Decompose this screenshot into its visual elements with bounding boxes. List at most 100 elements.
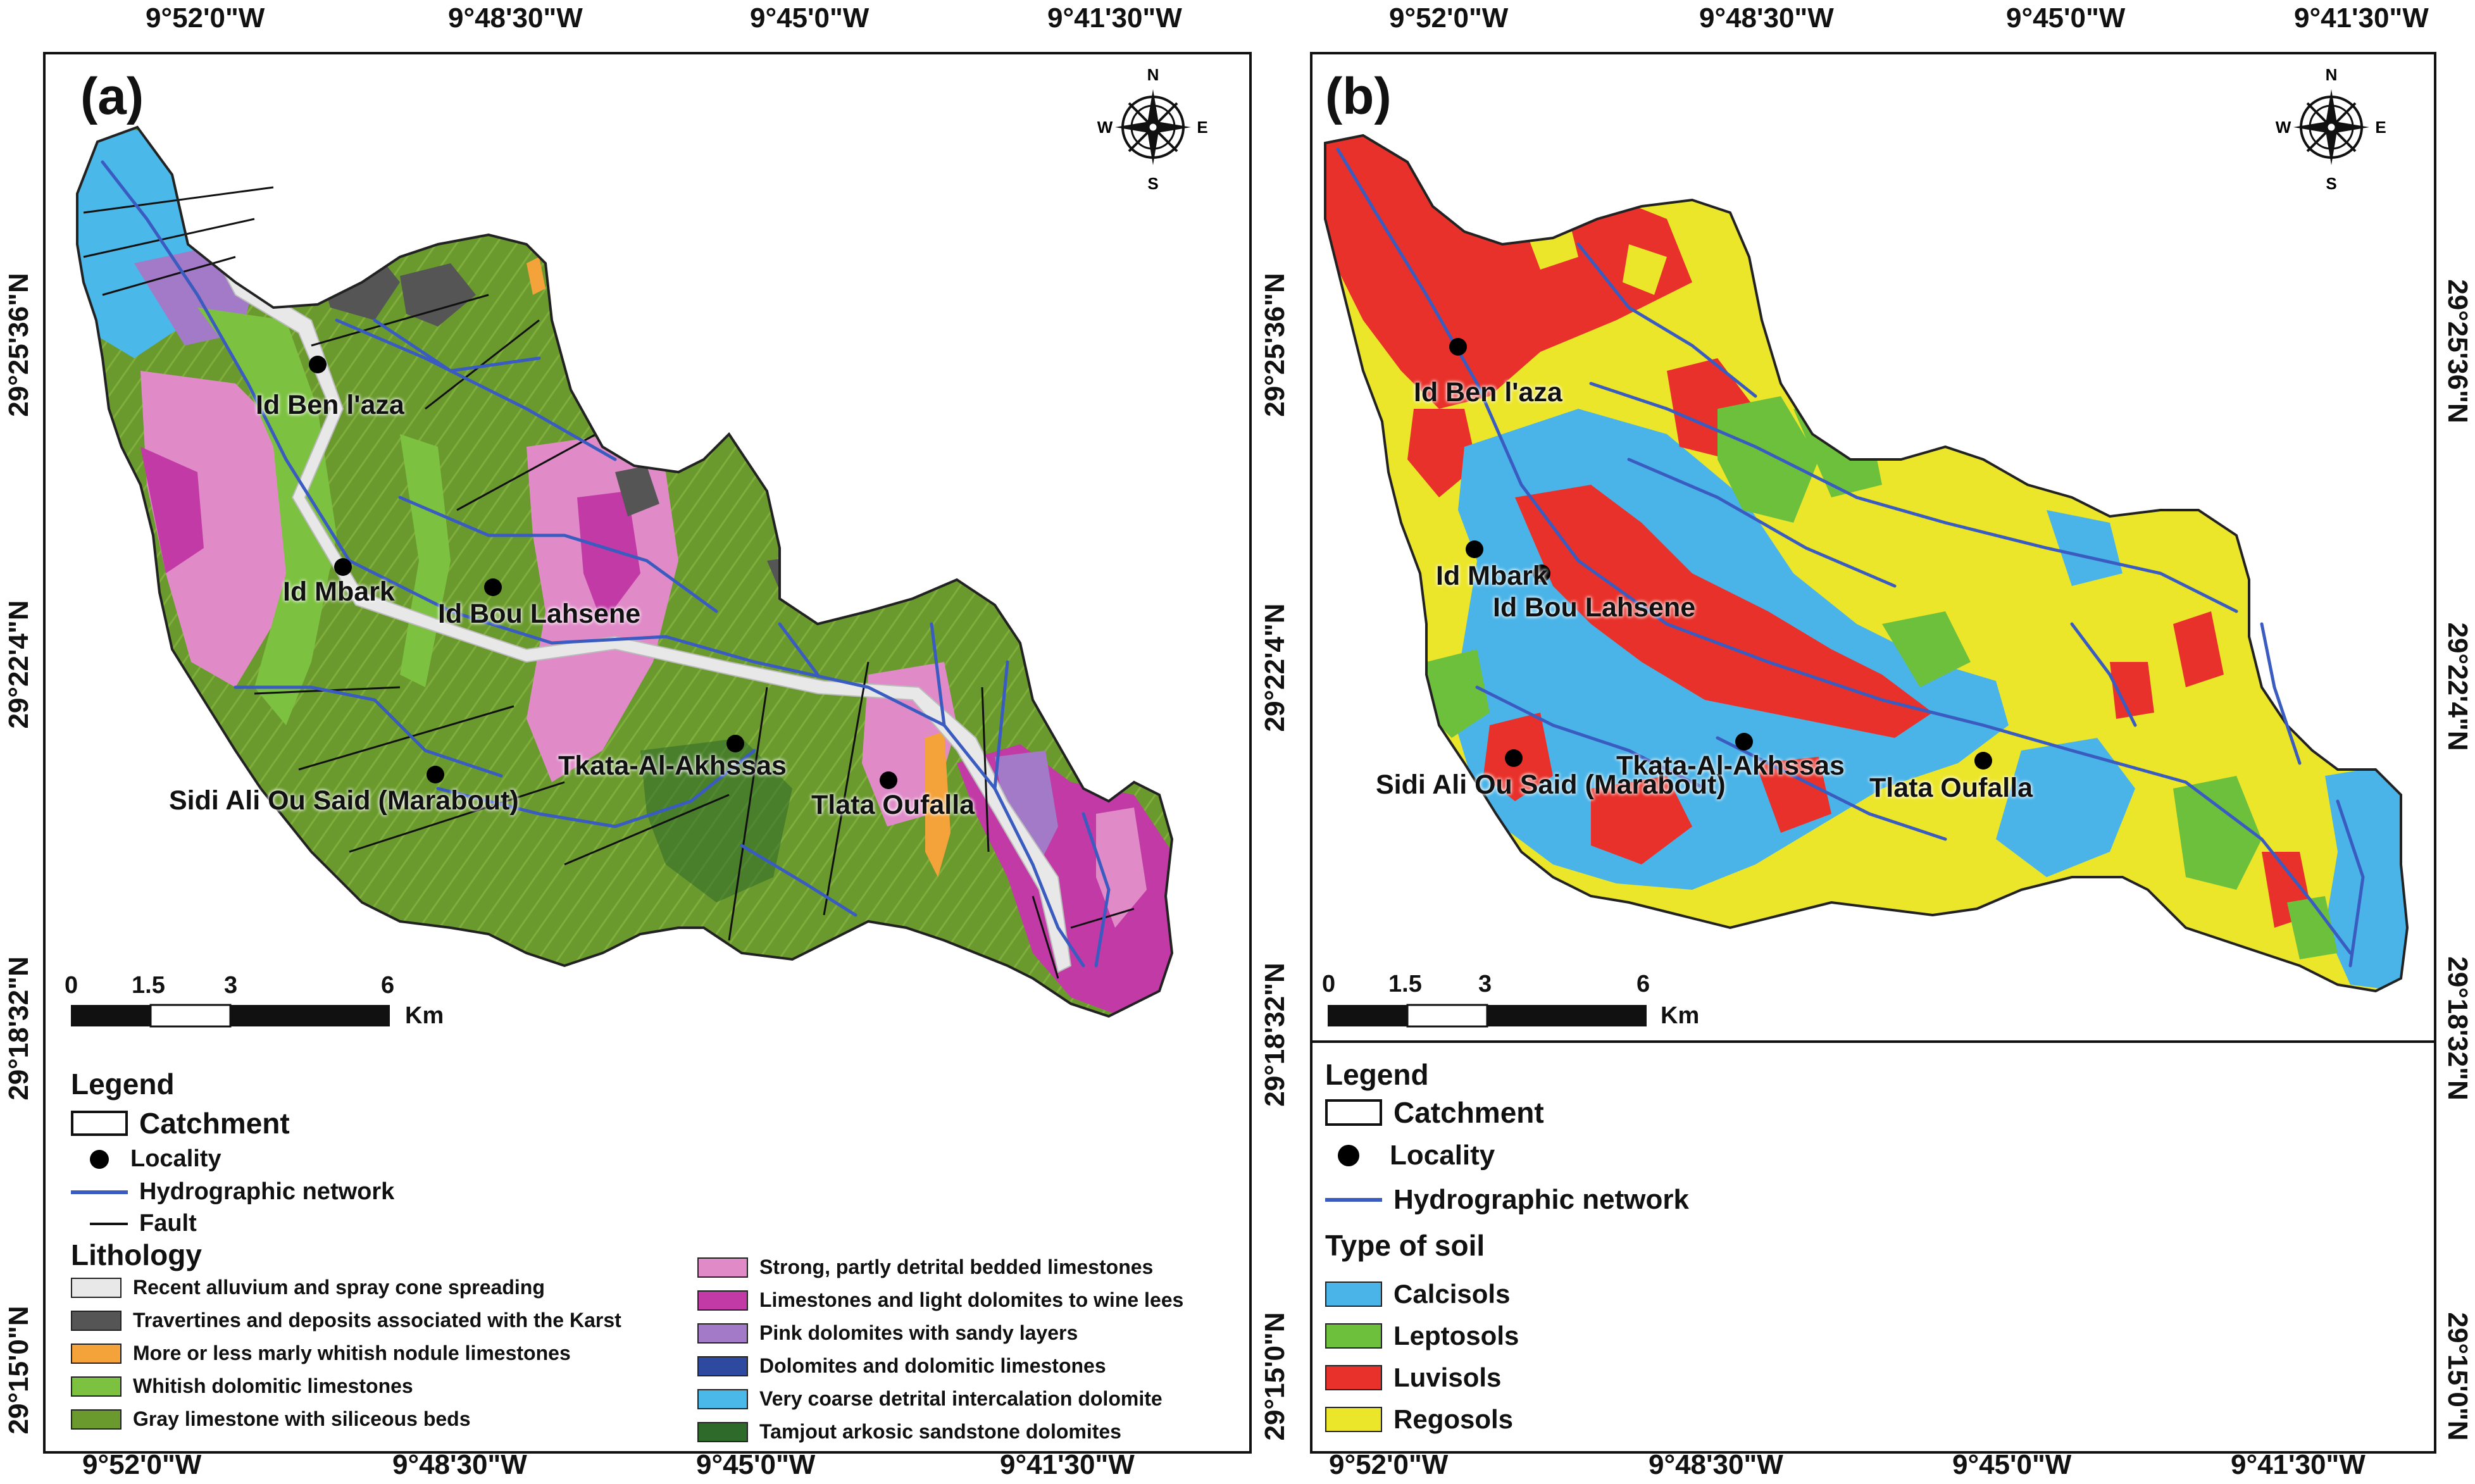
- legend-lithology-item: Travertines and deposits associated with…: [71, 1309, 621, 1332]
- locality-dots-a: [309, 356, 897, 789]
- coord-bottom-b4: 9°41'30"W: [2231, 1449, 2366, 1480]
- legend-swatch: [71, 1310, 122, 1331]
- legend-swatch: [1325, 1407, 1382, 1432]
- locality-label-b-tlata: Tlata Oufalla: [1869, 773, 2033, 803]
- legend-lithology-item: Tamjout arkosic sandstone dolomites: [697, 1420, 1121, 1443]
- scale-tick-3: 6: [381, 972, 395, 999]
- coord-top-b3: 9°45'0"W: [2006, 3, 2126, 34]
- locality-label-sidi-ali: Sidi Ali Ou Said (Marabout): [169, 785, 519, 816]
- legend-catchment-b: Catchment: [1325, 1095, 1544, 1130]
- locality-label-id-mbark: Id Mbark: [283, 577, 395, 607]
- coord-top-2: 9°48'30"W: [448, 3, 583, 34]
- panel-a-lithology-map: 9°52'0"W 9°48'30"W 9°45'0"W 9°41'30"W 29…: [3, 3, 1252, 1480]
- legend-lithology-title: Lithology: [71, 1238, 202, 1271]
- coord-left-2: 29°22'4"N: [3, 600, 34, 729]
- legend-title-a: Legend: [71, 1068, 175, 1101]
- north-arrow-icon-b: N S W E: [2276, 65, 2386, 193]
- legend-locality-b: Locality: [1338, 1140, 1495, 1171]
- scale-tick-1: 1.5: [132, 972, 165, 999]
- coord-right-b3: 29°18'32"N: [2442, 956, 2473, 1101]
- legend-swatch: [71, 1376, 122, 1397]
- legend-hydro-a: Hydrographic network: [71, 1178, 394, 1206]
- legend-fault-a: Fault: [90, 1210, 197, 1237]
- legend-lithology-item: Pink dolomites with sandy layers: [697, 1321, 1078, 1345]
- coord-left-b4: 29°15'0"N: [1259, 1312, 1290, 1441]
- locality-label-b-id-ben-laza: Id Ben l'aza: [1414, 377, 1562, 408]
- legend-swatch: [697, 1323, 748, 1344]
- catchment-outline-b: [1324, 134, 2409, 993]
- locality-label-tkata: Tkata-Al-Akhssas: [558, 751, 787, 781]
- svg-text:W: W: [2276, 118, 2291, 137]
- legend-soil-item: Luvisols: [1325, 1362, 1501, 1393]
- legend-swatch: [697, 1388, 748, 1409]
- coord-right-b4: 29°15'0"N: [2442, 1312, 2473, 1441]
- legend-divider-b: [1312, 1040, 2434, 1043]
- scale-tick-b1: 1.5: [1388, 971, 1422, 997]
- legend-swatch: [1325, 1281, 1382, 1307]
- coord-top-1: 9°52'0"W: [146, 3, 265, 34]
- legend-swatch: [71, 1409, 122, 1430]
- legend-lithology-item: Dolomites and dolomitic limestones: [697, 1354, 1106, 1378]
- svg-text:S: S: [2326, 174, 2336, 193]
- coord-left-3: 29°18'32"N: [3, 956, 34, 1101]
- legend-swatch: [697, 1257, 748, 1278]
- coord-bottom-2: 9°48'30"W: [392, 1449, 527, 1480]
- coord-right-b2: 29°22'4"N: [2442, 622, 2473, 751]
- catchment-map-a: [76, 125, 1174, 1018]
- scale-unit: Km: [405, 1002, 444, 1029]
- panel-label-b: (b): [1325, 68, 1392, 125]
- coord-bottom-3: 9°45'0"W: [696, 1449, 816, 1480]
- svg-text:E: E: [2375, 118, 2386, 137]
- legend-swatch: [71, 1343, 122, 1364]
- coord-top-4: 9°41'30"W: [1047, 3, 1182, 34]
- locality-label-b-id-mbark: Id Mbark: [1436, 561, 1548, 591]
- map-frame-a: (a) N S W E: [43, 52, 1252, 1454]
- coord-left-1: 29°25'36"N: [3, 273, 34, 417]
- legend-soil-item: Regosols: [1325, 1404, 1513, 1435]
- panel-label-a: (a): [80, 68, 144, 125]
- legend-swatch: [697, 1421, 748, 1442]
- legend-swatch: [697, 1356, 748, 1376]
- coord-left-b1: 29°25'36"N: [1259, 273, 1290, 417]
- locality-label-id-ben-laza: Id Ben l'aza: [256, 390, 404, 420]
- scale-tick-2: 3: [224, 972, 238, 999]
- scale-tick-b2: 3: [1478, 971, 1492, 997]
- coord-top-b2: 9°48'30"W: [1699, 3, 1834, 34]
- coord-bottom-b2: 9°48'30"W: [1649, 1449, 1783, 1480]
- panel-b-soil-map: 9°52'0"W 9°48'30"W 9°45'0"W 9°41'30"W 29…: [1256, 0, 2475, 1484]
- catchment-outline-a: [76, 125, 1174, 1018]
- legend-lithology-item: More or less marly whitish nodule limest…: [71, 1342, 571, 1365]
- coord-bottom-1: 9°52'0"W: [82, 1449, 202, 1480]
- hydro-network-a: [101, 160, 1111, 968]
- compass-n: N: [1147, 65, 1159, 84]
- legend-lithology-item: Very coarse detrital intercalation dolom…: [697, 1387, 1163, 1411]
- legend-lithology-item: Gray limestone with siliceous beds: [71, 1407, 471, 1431]
- fault-lines: [83, 186, 1135, 979]
- locality-label-tlata: Tlata Oufalla: [811, 790, 975, 820]
- catchment-map-b: [1324, 134, 2409, 993]
- scale-tick-b3: 6: [1636, 971, 1650, 997]
- coord-bottom-4: 9°41'30"W: [1000, 1449, 1135, 1480]
- legend-locality-a: Locality: [90, 1145, 221, 1173]
- locality-label-b-id-bou-lahsene: Id Bou Lahsene: [1493, 592, 1696, 623]
- hydro-network-b: [1336, 147, 2365, 968]
- legend-swatch: [1325, 1323, 1382, 1349]
- coord-bottom-b1: 9°52'0"W: [1329, 1449, 1449, 1480]
- coord-left-4: 29°15'0"N: [3, 1306, 34, 1435]
- legend-swatch: [71, 1277, 122, 1298]
- svg-text:N: N: [2326, 65, 2338, 84]
- map-frame-b: (b) N S W E: [1310, 52, 2436, 1454]
- scale-unit-b: Km: [1661, 1002, 1700, 1029]
- legend-swatch: [697, 1290, 748, 1311]
- north-arrow-icon: N S W E: [1097, 65, 1208, 193]
- legend-catchment-a: Catchment: [71, 1106, 290, 1140]
- legend-hydro-b: Hydrographic network: [1325, 1184, 1689, 1216]
- coord-top-3: 9°45'0"W: [750, 3, 870, 34]
- legend-a: Legend Catchment Locality Hydrographic n…: [46, 1054, 1249, 1453]
- coord-left-b2: 29°22'4"N: [1259, 603, 1290, 732]
- legend-title-b: Legend: [1325, 1058, 1429, 1091]
- legend-soil-item: Leptosols: [1325, 1321, 1519, 1351]
- legend-soil-item: Calcisols: [1325, 1279, 1510, 1309]
- coord-bottom-b3: 9°45'0"W: [1952, 1449, 2072, 1480]
- locality-label-id-bou-lahsene: Id Bou Lahsene: [438, 599, 641, 629]
